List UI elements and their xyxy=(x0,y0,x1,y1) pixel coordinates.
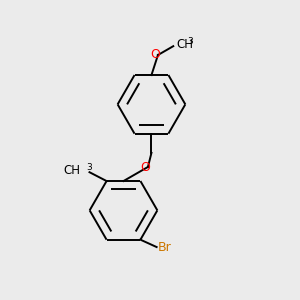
Text: 3: 3 xyxy=(188,37,193,46)
Text: O: O xyxy=(151,48,160,61)
Text: 3: 3 xyxy=(86,163,92,172)
Text: CH: CH xyxy=(177,38,194,51)
Text: O: O xyxy=(140,161,150,174)
Text: CH: CH xyxy=(63,164,80,177)
Text: Br: Br xyxy=(158,242,172,254)
